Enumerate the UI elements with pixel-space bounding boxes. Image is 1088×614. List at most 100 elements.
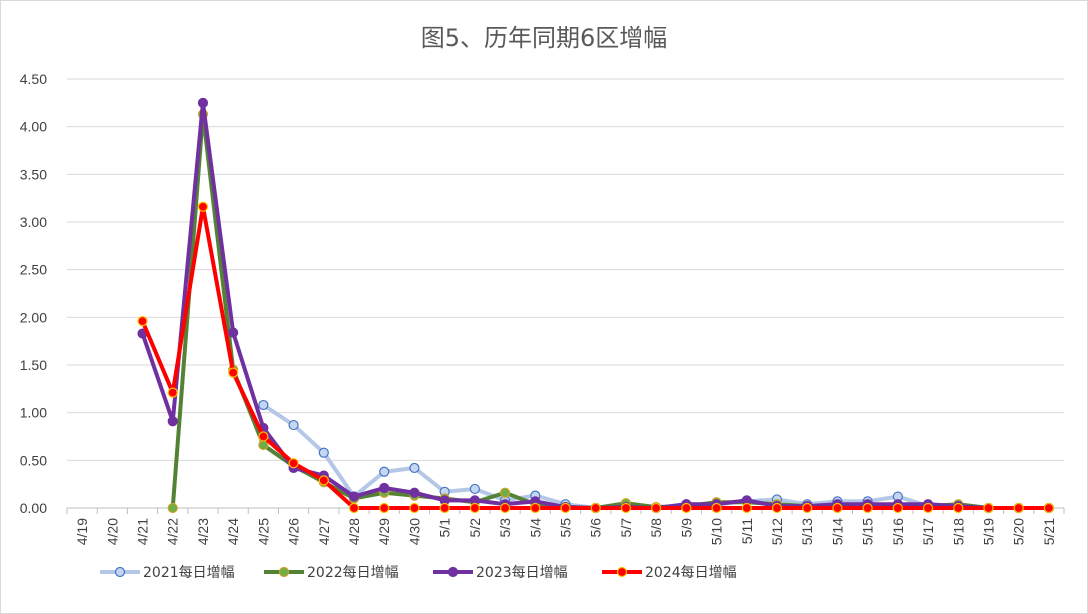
data-point: [379, 502, 390, 514]
data-point: [318, 447, 329, 458]
data-point: [892, 502, 903, 514]
x-tick-label: 4/22: [165, 518, 181, 545]
data-point: [711, 502, 722, 514]
series-line: [170, 112, 1051, 510]
x-tick-label: 5/2: [467, 518, 483, 538]
x-tick-label: 4/24: [225, 518, 241, 545]
legend-label: 2023每日增幅: [476, 565, 568, 581]
data-point: [771, 502, 783, 514]
series-layer: [137, 97, 1054, 514]
data-point: [348, 502, 360, 514]
data-point: [469, 502, 480, 514]
data-point: [802, 502, 813, 514]
data-point: [681, 502, 692, 514]
x-tick-label: 4/28: [346, 518, 362, 545]
legend-item: 2023每日增幅: [433, 565, 568, 581]
y-tick-label: 2.50: [20, 262, 47, 278]
x-tick-label: 5/12: [769, 518, 785, 545]
y-tick-label: 1.00: [20, 405, 47, 421]
legend-marker: [278, 566, 290, 578]
x-tick-label: 5/17: [920, 518, 936, 545]
x-tick-label: 5/18: [950, 518, 966, 545]
data-point: [379, 482, 390, 494]
x-tick-label: 5/14: [829, 518, 845, 545]
data-point: [228, 327, 239, 338]
x-tick-label: 4/29: [376, 518, 392, 545]
x-axis: 4/19 4/20 4/21 4/22 4/23 4/24 4/25 4/26 4/27 4/28…: [66, 508, 1065, 545]
data-point: [620, 502, 632, 514]
chart-title: 图5、历年同期6区增幅: [420, 24, 668, 52]
data-point: [499, 502, 511, 514]
x-tick-label: 5/8: [648, 518, 664, 538]
x-tick-label: 4/25: [255, 518, 271, 545]
legend-marker: [447, 566, 459, 578]
legend-item: 2022每日增幅: [264, 565, 399, 581]
x-tick-label: 4/20: [104, 518, 120, 545]
data-point: [530, 502, 541, 514]
x-tick-label: 5/16: [890, 518, 906, 545]
x-tick-label: 5/13: [799, 518, 815, 545]
y-tick-label: 4.00: [20, 119, 47, 135]
data-point: [409, 462, 420, 474]
legend-label: 2021每日增幅: [143, 565, 235, 581]
data-point: [348, 491, 360, 502]
data-point: [137, 316, 148, 327]
data-point: [651, 502, 662, 514]
legend-item: 2024每日增幅: [602, 565, 737, 581]
data-point: [197, 201, 209, 212]
series-2: [167, 109, 1054, 514]
series-line: [140, 204, 1051, 510]
legend-item: 2021每日增幅: [100, 565, 235, 581]
x-tick-label: 5/9: [678, 518, 694, 538]
x-tick-label: 5/3: [497, 518, 513, 538]
x-tick-label: 5/4: [527, 518, 543, 538]
x-tick-label: 4/19: [74, 518, 90, 545]
x-tick-label: 5/11: [739, 518, 755, 544]
y-tick-label: 0.00: [20, 500, 47, 516]
x-tick-label: 5/5: [558, 518, 574, 538]
data-point: [167, 502, 178, 514]
legend-label: 2022每日增幅: [307, 565, 399, 581]
y-tick-label: 0.50: [20, 452, 47, 468]
y-tick-label: 3.50: [20, 166, 47, 182]
legend-label: 2024每日增幅: [645, 565, 737, 581]
x-tick-label: 4/27: [316, 518, 332, 545]
data-point: [560, 502, 571, 514]
data-point: [318, 475, 329, 486]
data-point: [439, 502, 450, 514]
x-tick-label: 4/21: [135, 518, 151, 545]
data-point: [288, 419, 299, 431]
x-tick-label: 5/1: [437, 518, 453, 538]
data-point: [228, 367, 239, 378]
legend-marker: [114, 566, 126, 578]
data-point: [258, 399, 269, 411]
y-axis: 0.00 0.50 1.00 1.50 2.00 2.50 3.00 3.50 4.00 4.50: [20, 71, 47, 516]
x-tick-label: 5/20: [1011, 518, 1027, 545]
gridlines: [67, 78, 1064, 509]
data-point: [922, 502, 934, 514]
data-point: [167, 387, 178, 398]
data-point: [590, 502, 601, 514]
legend-marker: [616, 566, 628, 578]
legend: 2021每日增幅 2022每日增幅 2023每日增幅 2024每日增幅: [100, 565, 737, 581]
y-tick-label: 4.50: [20, 71, 47, 87]
data-point: [983, 502, 994, 514]
data-point: [1013, 502, 1024, 514]
data-point: [409, 487, 420, 498]
x-tick-label: 4/26: [286, 518, 302, 545]
data-point: [167, 416, 178, 427]
data-point: [288, 458, 299, 469]
data-point: [379, 466, 390, 477]
data-point: [469, 483, 480, 495]
y-tick-label: 3.00: [20, 214, 47, 230]
x-tick-label: 5/15: [860, 518, 876, 545]
data-point: [862, 502, 873, 514]
data-point: [741, 502, 752, 514]
x-tick-label: 5/19: [980, 518, 996, 545]
data-point: [953, 502, 964, 514]
x-tick-label: 5/7: [618, 518, 634, 538]
x-tick-label: 4/30: [406, 518, 422, 545]
y-tick-label: 2.00: [20, 309, 47, 325]
x-tick-label: 5/21: [1041, 518, 1057, 545]
